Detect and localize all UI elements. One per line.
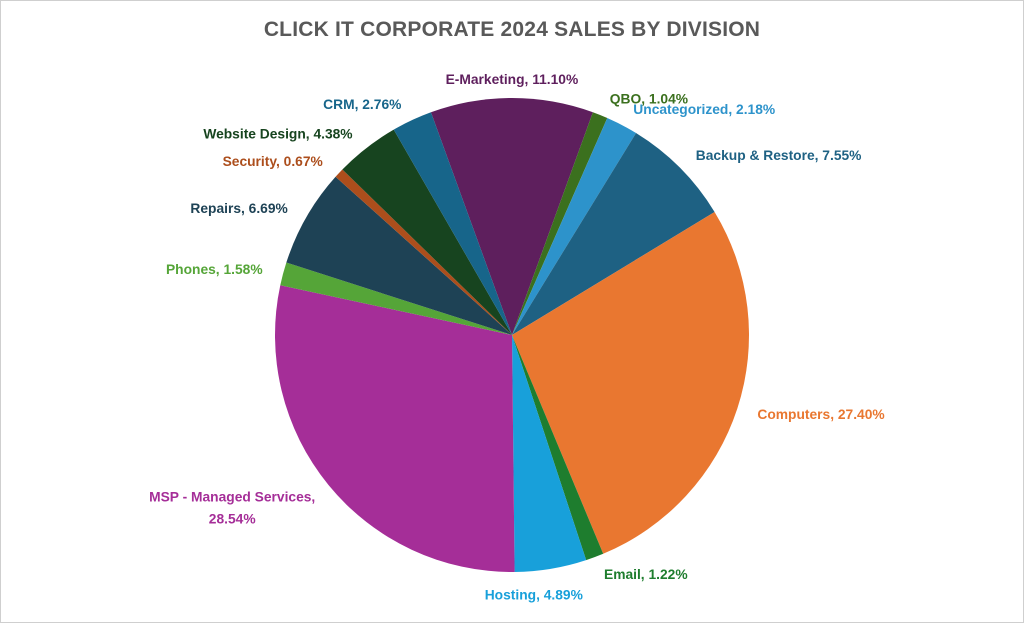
pie-label-uncategorized: Uncategorized, 2.18%	[633, 102, 775, 117]
pie-label-e-marketing: E-Marketing, 11.10%	[446, 72, 579, 87]
pie-slice-website-design	[342, 129, 512, 335]
pie-slice-qbo	[512, 112, 608, 336]
pie-slice-phones	[280, 262, 512, 335]
pie-slice-hosting	[512, 335, 587, 572]
pie-slice-repairs	[286, 176, 512, 335]
pie-label-email: Email, 1.22%	[604, 567, 688, 582]
pie-label-phones: Phones, 1.58%	[166, 262, 263, 277]
pie-label-backup-restore: Backup & Restore, 7.55%	[696, 148, 862, 163]
pie-label-msp-managed-services: MSP - Managed Services, 28.54%	[149, 489, 315, 526]
pie-label-repairs: Repairs, 6.69%	[190, 201, 287, 216]
pie-label-computers: Computers, 27.40%	[757, 407, 884, 422]
pie-slice-email	[512, 335, 604, 561]
pie-slice-msp-managed-services	[275, 285, 515, 573]
pie-slice-security	[335, 169, 512, 335]
pie-label-crm: CRM, 2.76%	[323, 97, 401, 112]
pie-label-security: Security, 0.67%	[223, 154, 323, 169]
pie-label-website-design: Website Design, 4.38%	[203, 127, 352, 142]
pie-slice-e-marketing	[430, 98, 593, 336]
pie-slice-computers	[512, 211, 750, 554]
pie-slice-crm	[393, 112, 512, 335]
chart-title: CLICK IT CORPORATE 2024 SALES BY DIVISIO…	[263, 18, 761, 41]
pie-label-qbo: QBO, 1.04%	[610, 91, 688, 106]
pie-label-hosting: Hosting, 4.89%	[485, 588, 583, 603]
pie-slice-backup-restore	[512, 133, 715, 335]
pie-slice-uncategorized	[512, 117, 637, 336]
